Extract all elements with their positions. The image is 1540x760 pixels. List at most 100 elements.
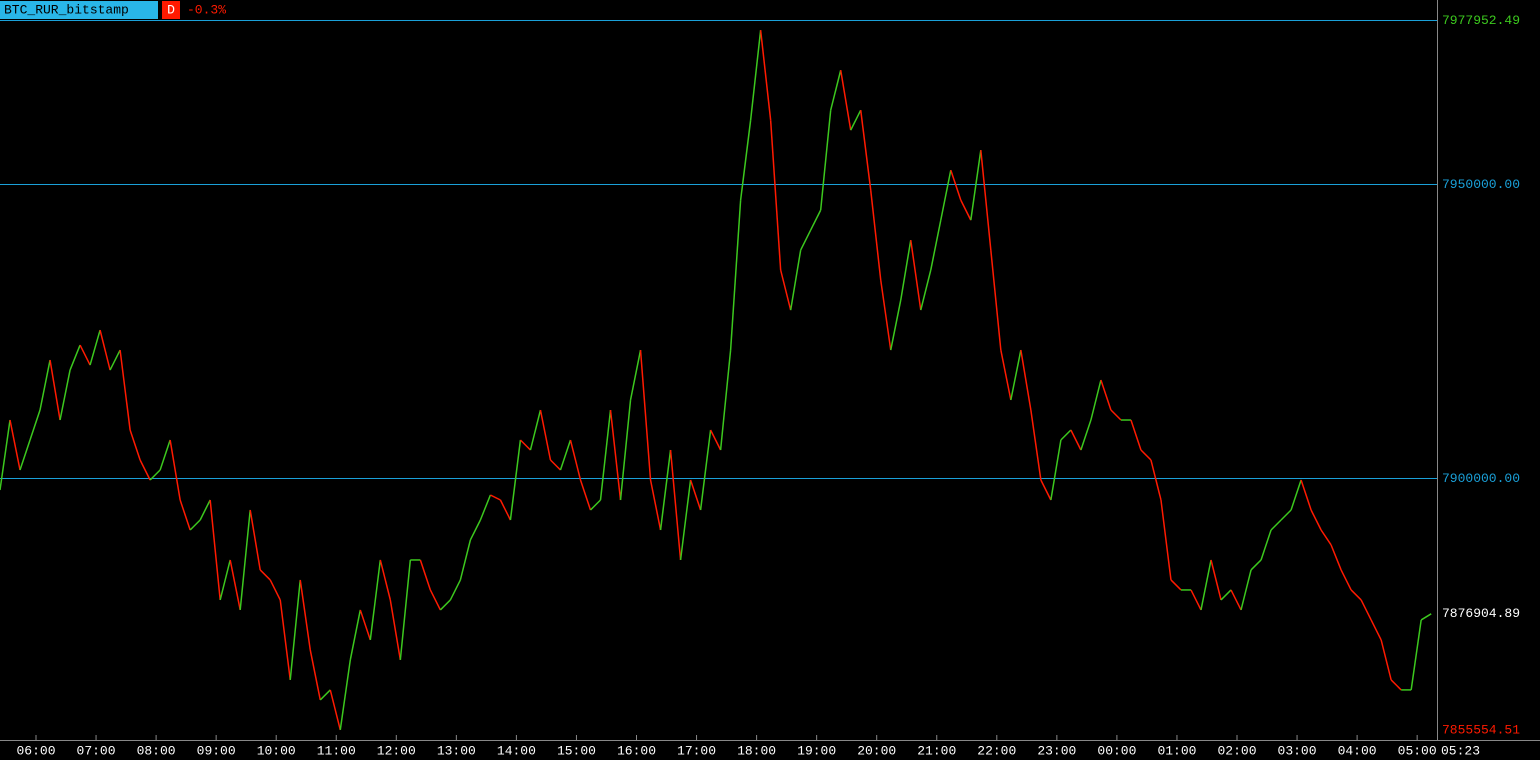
price-segment bbox=[589, 499, 602, 511]
price-segment bbox=[689, 479, 702, 511]
price-segment bbox=[930, 219, 942, 271]
price-segment bbox=[89, 329, 101, 366]
price-segment bbox=[1060, 429, 1072, 441]
x-tick-label: 10:00 bbox=[257, 743, 296, 758]
price-segment bbox=[1310, 509, 1322, 531]
price-segment bbox=[970, 150, 982, 221]
price-segment bbox=[890, 299, 902, 351]
price-segment bbox=[199, 499, 211, 521]
price-segment bbox=[549, 459, 561, 471]
price-segment bbox=[709, 429, 722, 451]
price-segment bbox=[779, 269, 792, 311]
x-tick-label: 04:00 bbox=[1338, 743, 1377, 758]
price-segment bbox=[609, 409, 622, 501]
price-segment bbox=[869, 190, 882, 281]
price-segment bbox=[1090, 379, 1102, 421]
price-segment bbox=[239, 509, 251, 611]
price-segment bbox=[1000, 349, 1012, 401]
price-segment bbox=[1360, 599, 1372, 621]
price-segment bbox=[1420, 613, 1432, 621]
price-segment bbox=[659, 449, 672, 531]
price-segment bbox=[1040, 479, 1052, 501]
price-segment bbox=[209, 499, 221, 601]
symbol: BTC_RUR_bitstamp bbox=[4, 2, 129, 17]
price-segment bbox=[1200, 559, 1212, 611]
x-tick-label: 23:00 bbox=[1037, 743, 1076, 758]
price-segment bbox=[319, 689, 331, 701]
price-segment bbox=[1240, 569, 1252, 611]
price-segment bbox=[349, 609, 362, 661]
price-segment bbox=[1320, 529, 1332, 546]
last-label: 7876904.89 bbox=[1442, 606, 1520, 621]
x-tick-label: 00:00 bbox=[1097, 743, 1136, 758]
price-segment bbox=[960, 199, 972, 221]
price-segment bbox=[759, 30, 772, 121]
x-tick-label: 01:00 bbox=[1157, 743, 1196, 758]
x-tick-label: 06:00 bbox=[16, 743, 55, 758]
price-segment bbox=[369, 559, 382, 641]
price-segment bbox=[789, 249, 802, 311]
price-segment bbox=[749, 30, 762, 121]
price-segment bbox=[279, 599, 291, 681]
price-segment bbox=[389, 599, 402, 661]
x-tick-label: 05:00 bbox=[1398, 743, 1437, 758]
x-tick-label: 13:00 bbox=[437, 743, 476, 758]
price-segment bbox=[329, 689, 342, 731]
price-segment bbox=[519, 439, 531, 451]
price-segment bbox=[799, 229, 812, 251]
price-segment bbox=[229, 559, 241, 611]
price-segment bbox=[299, 579, 312, 651]
x-tick-label: 20:00 bbox=[857, 743, 896, 758]
price-segment bbox=[859, 110, 872, 191]
price-segment bbox=[1390, 679, 1402, 691]
price-segment bbox=[1210, 559, 1222, 601]
price-segment bbox=[629, 349, 642, 401]
x-tick-label: 22:00 bbox=[977, 743, 1016, 758]
price-segment bbox=[649, 479, 662, 531]
price-segment bbox=[49, 359, 61, 421]
price-segment bbox=[950, 169, 962, 201]
period-box bbox=[162, 1, 180, 19]
x-tick-label: 19:00 bbox=[797, 743, 836, 758]
price-segment bbox=[249, 509, 261, 571]
price-segment bbox=[399, 559, 412, 661]
current-time: 05:23 bbox=[1441, 743, 1480, 758]
price-segment bbox=[19, 439, 31, 471]
price-segment bbox=[1170, 579, 1182, 591]
price-segment bbox=[679, 479, 692, 561]
low-label: 7855554.51 bbox=[1442, 722, 1520, 737]
price-segment bbox=[59, 369, 71, 421]
price-segment bbox=[699, 429, 712, 511]
price-segment bbox=[1380, 639, 1392, 681]
price-segment bbox=[810, 209, 822, 231]
price-segment bbox=[309, 649, 322, 701]
price-segment bbox=[1220, 589, 1232, 601]
price-segment bbox=[439, 599, 451, 611]
price-segment bbox=[0, 419, 11, 491]
price-segment bbox=[1190, 589, 1202, 611]
change: -0.3% bbox=[187, 2, 226, 17]
x-tick-label: 18:00 bbox=[737, 743, 776, 758]
price-segment bbox=[29, 409, 41, 441]
price-segment bbox=[429, 589, 442, 611]
price-segment bbox=[1130, 419, 1142, 451]
x-tick-label: 12:00 bbox=[377, 743, 416, 758]
x-tick-label: 09:00 bbox=[197, 743, 236, 758]
price-segment bbox=[1260, 529, 1272, 561]
x-tick-label: 03:00 bbox=[1278, 743, 1317, 758]
price-segment bbox=[149, 469, 161, 481]
price-segment bbox=[159, 439, 171, 471]
x-tick-label: 07:00 bbox=[77, 743, 116, 758]
price-segment bbox=[339, 659, 352, 731]
price-segment bbox=[940, 169, 952, 221]
price-segment bbox=[1350, 589, 1362, 601]
price-segment bbox=[1010, 349, 1022, 401]
price-segment bbox=[169, 439, 181, 501]
price-segment bbox=[1290, 479, 1302, 511]
price-segment bbox=[729, 200, 742, 351]
price-segment bbox=[1270, 519, 1282, 531]
x-tick-label: 21:00 bbox=[917, 743, 956, 758]
price-segment bbox=[1330, 544, 1342, 571]
